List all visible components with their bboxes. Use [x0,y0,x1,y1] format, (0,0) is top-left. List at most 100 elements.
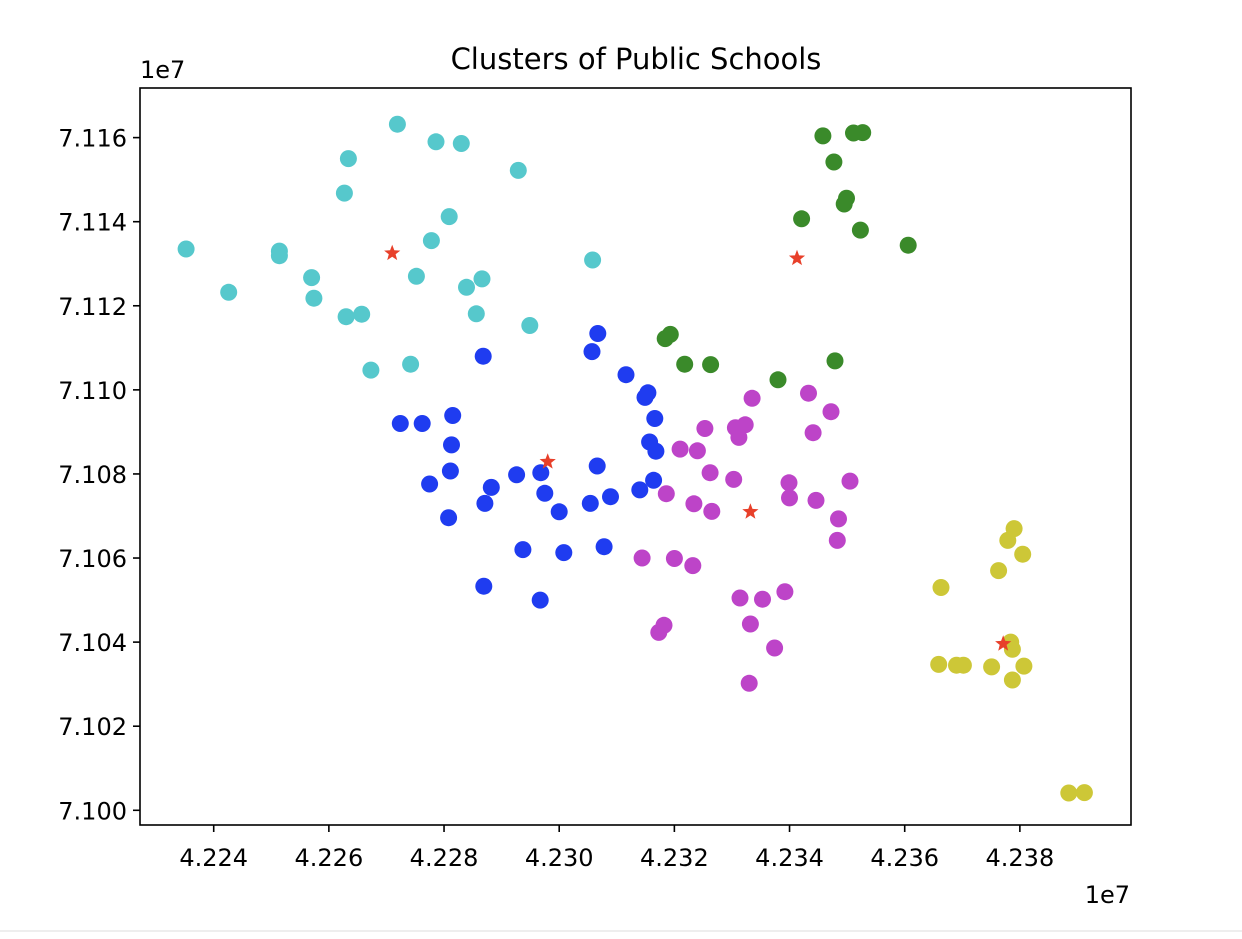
scatter-point-cluster-3 [508,466,526,484]
plot-frame [139,87,1132,826]
chart-title: Clusters of Public Schools [451,42,822,76]
scatter-point-cluster-3 [645,471,663,489]
scatter-point-cluster-4 [830,510,847,528]
axes: 4.224 4.226 4.228 4.230 4.232 4.234 4.236 4.238… [58,87,1132,872]
scatter-point-cluster-1 [337,308,355,326]
scatter-point-cluster-5 [1075,784,1093,802]
scatter-point-cluster-1 [584,251,602,269]
scatter-point-cluster-3 [646,410,664,427]
scatter-point-cluster-3 [583,343,601,361]
scatter-point-cluster-5 [1003,671,1021,689]
scatter-point-cluster-3 [639,384,657,402]
scatter-point-cluster-4 [655,616,673,634]
scatter-point-cluster-1 [402,355,420,373]
scatter-point-cluster-4 [781,489,798,507]
scatter-point-cluster-3 [421,475,439,493]
scatter-point-cluster-5 [954,656,972,674]
scatter-point-cluster-3 [476,494,494,512]
scatter-point-cluster-5 [1005,520,1023,538]
scatter-point-cluster-3 [514,541,532,559]
scatter-point-cluster-2 [851,221,869,239]
y-tick-label: 7.116 [58,125,127,153]
scatter-point-cluster-4 [701,464,719,482]
x-tick-label: 4.228 [410,844,479,872]
scatter-point-cluster-1 [339,150,357,168]
scatter-point-cluster-3 [589,325,607,342]
y-axis-offset-label: 1e7 [140,56,185,84]
scatter-point-cluster-3 [647,442,665,460]
scatter-point-cluster-5 [1003,640,1021,658]
scatter-point-cluster-2 [769,371,787,389]
y-tick-label: 7.104 [58,629,127,657]
scatter-point-cluster-1 [220,283,238,301]
scatter-point-cluster-5 [932,579,950,596]
scatter-point-cluster-1 [440,208,458,226]
scatter-point-cluster-2 [702,356,720,374]
scatter-point-cluster-1 [407,267,425,285]
x-tick-label: 4.232 [640,844,709,872]
scatter-point-cluster-3 [475,577,493,595]
scatter-point-cluster-2 [826,352,844,370]
centroid-marker [539,453,556,469]
scatter-point-cluster-4 [804,424,822,442]
x-tick-label: 4.234 [755,844,824,872]
x-tick-label: 4.236 [870,844,939,872]
scatter-point-cluster-4 [688,442,706,460]
scatter-point-cluster-3 [444,407,462,424]
scatter-point-cluster-4 [766,639,784,657]
scatter-point-cluster-1 [422,232,440,250]
y-tick-label: 7.114 [58,209,127,237]
scatter-point-cluster-1 [452,135,470,152]
scatter-point-cluster-1 [458,278,475,296]
scatter-point-cluster-2 [838,189,855,207]
centroid-marker [742,503,759,519]
bottom-divider [0,930,1242,932]
scatter-point-cluster-2 [825,153,843,171]
scatter-point-cluster-4 [743,389,761,407]
scatter-point-cluster-3 [555,544,573,562]
scatter-point-cluster-4 [633,549,651,567]
scatter-point-cluster-4 [725,470,743,488]
scatter-point-cluster-5 [1014,545,1032,563]
scatter-point-cluster-1 [353,305,371,323]
scatter-point-cluster-4 [703,502,721,520]
plot-marks [177,115,1093,802]
scatter-point-cluster-4 [696,420,714,437]
scatter-point-cluster-1 [509,161,527,179]
y-tick-label: 7.108 [58,461,127,489]
scatter-point-cluster-5 [990,562,1008,580]
scatter-point-cluster-4 [741,615,759,633]
scatter-point-cluster-1 [467,305,485,323]
scatter-point-cluster-4 [671,440,689,458]
scatter-point-cluster-1 [427,133,445,151]
scatter-point-cluster-5 [1015,657,1033,675]
scatter-point-cluster-4 [740,674,758,692]
scatter-point-cluster-2 [676,355,694,373]
x-tick-label: 4.238 [986,844,1055,872]
y-tick-label: 7.106 [58,545,127,573]
scatter-point-cluster-3 [536,484,554,502]
y-tick-label: 7.112 [58,293,127,321]
scatter-point-cluster-3 [550,503,568,521]
scatter-point-cluster-3 [588,457,606,475]
y-tick-label: 7.102 [58,713,127,741]
scatter-point-cluster-4 [657,485,675,503]
x-axis-offset-label: 1e7 [1085,881,1130,909]
centroid-marker [384,244,401,261]
scatter-point-cluster-2 [899,236,917,254]
scatter-point-cluster-3 [532,464,550,482]
scatter-point-cluster-4 [841,472,859,490]
scatter-point-cluster-3 [595,538,613,556]
scatter-point-cluster-4 [822,403,840,421]
scatter-point-cluster-3 [617,366,635,384]
scatter-point-cluster-3 [531,591,549,609]
scatter-point-cluster-4 [731,589,749,607]
scatter-point-cluster-4 [736,416,754,434]
scatter-point-cluster-3 [391,415,409,432]
scatter-point-cluster-4 [776,583,794,601]
scatter-point-cluster-3 [443,436,460,454]
scatter-point-cluster-3 [631,481,649,499]
scatter-point-cluster-4 [665,550,683,567]
scatter-point-cluster-4 [685,495,703,513]
